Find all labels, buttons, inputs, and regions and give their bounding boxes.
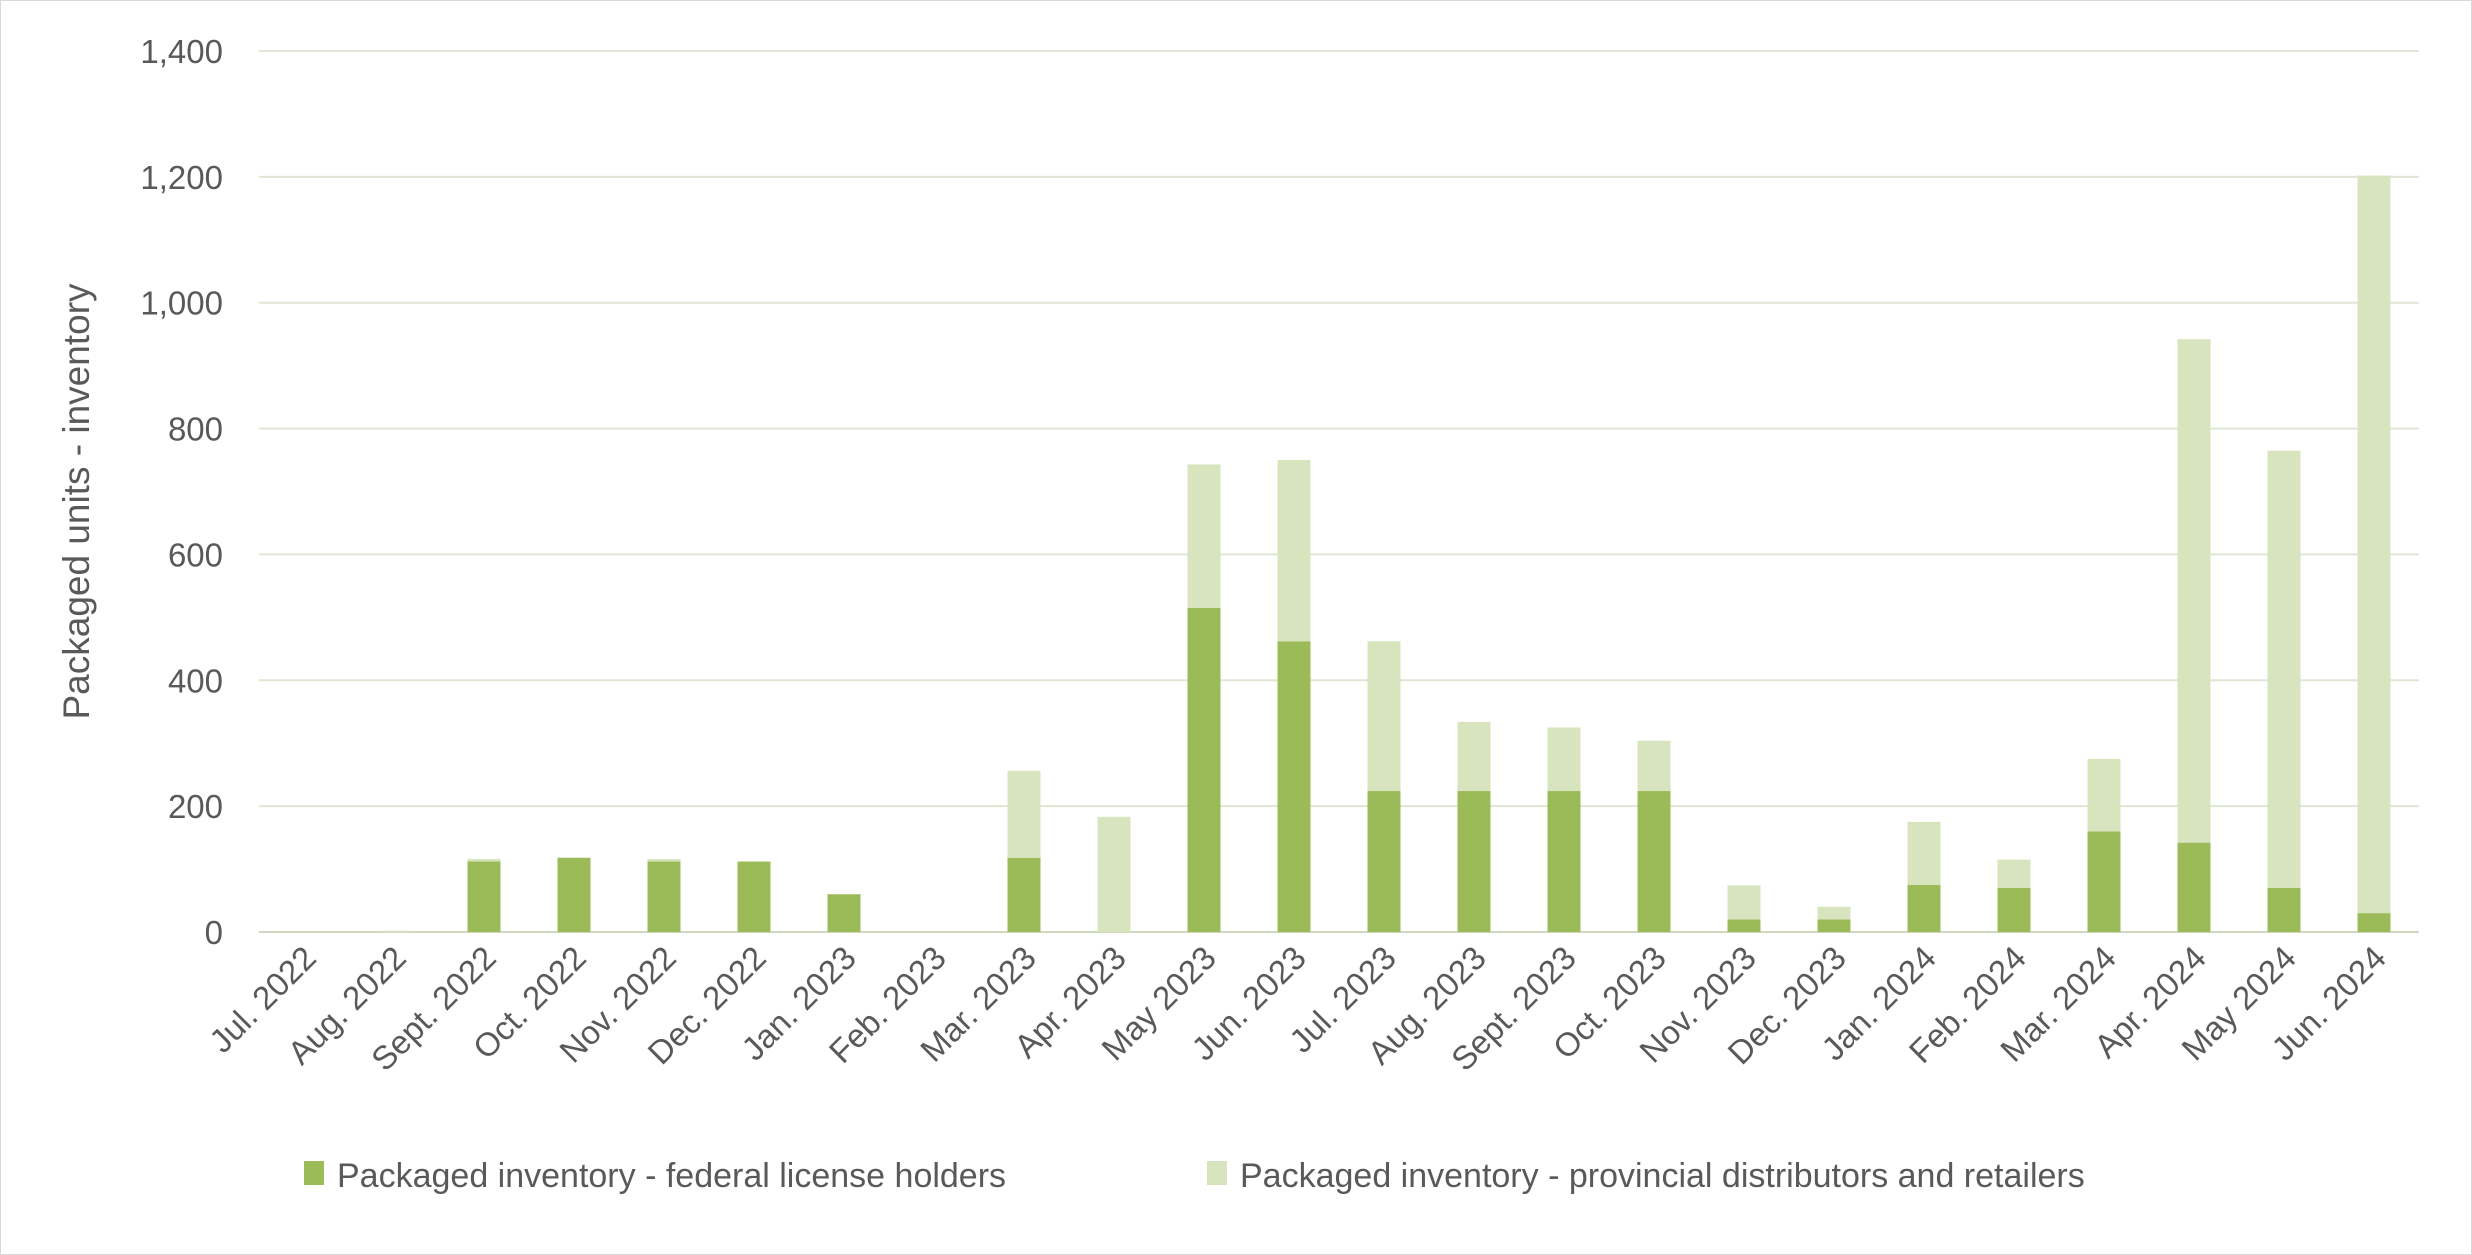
legend-swatch-federal: [304, 1161, 324, 1185]
bar-provincial: [2087, 758, 2121, 832]
bar-provincial: [377, 930, 411, 932]
legend: Packaged inventory - federal license hol…: [304, 1157, 2085, 1195]
y-tick-label: 1,000: [140, 285, 223, 322]
bar-federal: [1277, 641, 1311, 932]
bar-federal: [2087, 831, 2121, 932]
y-tick-label: 800: [168, 411, 223, 448]
bar-provincial: [1637, 740, 1671, 792]
bar-provincial: [1007, 770, 1041, 858]
bar-provincial: [1727, 885, 1761, 920]
y-tick-label: 400: [168, 662, 223, 699]
y-tick-label: 200: [168, 788, 223, 825]
bar-provincial: [1187, 464, 1221, 608]
bar-provincial: [2177, 339, 2211, 843]
bar-provincial: [1997, 859, 2031, 888]
bar-provincial: [2357, 175, 2391, 914]
y-tick-label: 0: [205, 914, 223, 951]
bar-federal: [1007, 857, 1041, 932]
bar-federal: [2177, 842, 2211, 932]
bar-federal: [1367, 791, 1401, 932]
bar-federal: [1907, 884, 1941, 932]
bar-provincial: [1817, 906, 1851, 920]
bar-provincial: [1277, 460, 1311, 642]
bar-federal: [557, 857, 591, 932]
y-axis-ticks: 0 200 400 600 800 1,000 1,200 1,400: [140, 33, 223, 951]
bar-federal: [737, 861, 771, 932]
legend-label-federal: Packaged inventory - federal license hol…: [337, 1157, 1006, 1195]
bar-federal: [467, 861, 501, 932]
bar-provincial: [1907, 821, 1941, 885]
bars: [377, 175, 2391, 932]
y-tick-label: 1,400: [140, 33, 223, 70]
y-tick-label: 600: [168, 536, 223, 573]
bar-federal: [647, 861, 681, 932]
legend-swatch-provincial: [1207, 1161, 1227, 1185]
bar-provincial: [1367, 641, 1401, 792]
bar-provincial: [1547, 727, 1581, 792]
bar-provincial: [2267, 450, 2301, 888]
bar-provincial: [467, 859, 501, 862]
y-tick-label: 1,200: [140, 159, 223, 196]
bar-provincial: [1097, 816, 1131, 932]
y-axis-title: Packaged units - inventory: [56, 283, 97, 720]
bar-federal: [1187, 607, 1221, 932]
bar-federal: [1457, 791, 1491, 932]
bar-federal: [1997, 887, 2031, 932]
bar-federal: [1817, 919, 1851, 932]
bar-federal: [2267, 887, 2301, 932]
bar-federal: [1547, 791, 1581, 932]
bar-federal: [1637, 791, 1671, 932]
gridlines: [259, 50, 2419, 933]
bar-federal: [1727, 919, 1761, 932]
bar-federal: [2357, 913, 2391, 932]
bar-federal: [827, 894, 861, 932]
bar-provincial: [647, 859, 681, 862]
legend-label-provincial: Packaged inventory - provincial distribu…: [1240, 1157, 2085, 1195]
bar-provincial: [1457, 721, 1491, 792]
